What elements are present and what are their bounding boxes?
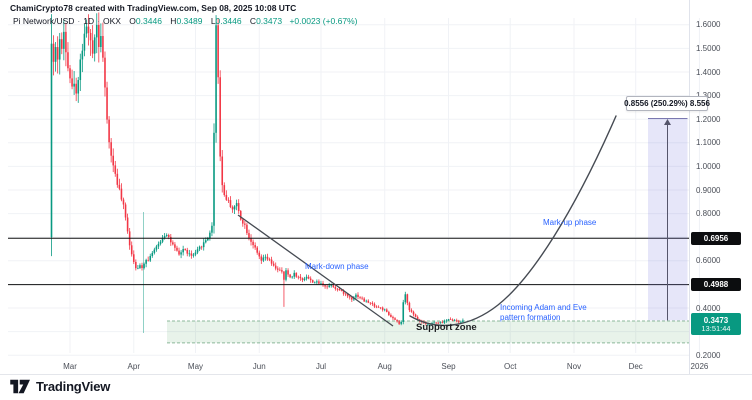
- ohlc-high-value: 0.3489: [176, 16, 203, 26]
- tradingview-logo-text: TradingView: [36, 379, 111, 394]
- candlesticks[interactable]: [50, 12, 464, 326]
- price-axis[interactable]: 1.6000 1.5000 1.4000 1.3000 1.2000 1.1000 1.00…: [689, 0, 752, 374]
- price-level-label: 0.4988: [691, 278, 741, 292]
- symbol-legend[interactable]: Pi Network/USD · 1D · OKX O0.3446 H0.3489 L0…: [13, 16, 358, 26]
- time-axis-label: 2026: [690, 362, 709, 371]
- symbol-name[interactable]: Pi Network/USD: [13, 16, 75, 26]
- tradingview-logo-icon: [10, 379, 30, 394]
- ohlc-open-value: 0.3446: [135, 16, 162, 26]
- bar-countdown: 13:51:44: [701, 323, 731, 333]
- ohlc-close-value: 0.3473: [256, 16, 283, 26]
- gridlines: [8, 18, 700, 356]
- time-axis-label: Nov: [566, 362, 582, 371]
- annotation-markup-phase[interactable]: Mark-up phase: [543, 218, 597, 227]
- price-tick-label: 1.3000: [696, 91, 721, 101]
- time-axis[interactable]: Mar Apr May Jun Jul Aug Sep Oct Nov Dec 2026: [0, 354, 752, 374]
- tradingview-logo[interactable]: TradingView: [10, 379, 110, 394]
- time-axis-label: Dec: [628, 362, 643, 371]
- ohlc-low-key: L: [210, 16, 216, 26]
- price-tick-label: 0.9000: [696, 185, 721, 195]
- price-tick-label: 1.2000: [696, 114, 721, 124]
- time-axis-label: Aug: [377, 362, 392, 371]
- chart-credit-line: ChamiCrypto78 created with TradingView.c…: [10, 3, 297, 13]
- last-price-label: 0.3473 13:51:44: [691, 313, 741, 336]
- time-axis-label: Jul: [315, 362, 327, 371]
- price-tick-label: 1.4000: [696, 67, 721, 77]
- price-tick-label: 0.6000: [696, 256, 721, 266]
- ohlc-open-key: O: [129, 16, 136, 26]
- price-tick-label: 1.5000: [696, 43, 721, 53]
- exchange-label[interactable]: OKX: [102, 16, 121, 26]
- markup-projection-curve[interactable]: [409, 115, 617, 327]
- price-tick-label: 0.4000: [696, 303, 721, 313]
- time-axis-label: Mar: [63, 362, 77, 371]
- price-range-measure-label[interactable]: 0.8556 (250.29%) 8.556: [624, 96, 710, 111]
- time-axis-label: May: [187, 362, 204, 371]
- last-price-value: 0.3473: [703, 315, 729, 325]
- price-tick-label: 1.0000: [696, 161, 721, 171]
- annotation-incoming-pattern[interactable]: Incoming Adam and Eve pattern formation: [500, 303, 587, 322]
- price-tick-label: 0.2000: [696, 350, 721, 360]
- time-axis-label: Oct: [503, 362, 517, 371]
- price-tick-label: 1.6000: [696, 20, 721, 30]
- time-axis-label: Sep: [441, 362, 456, 371]
- time-axis-label: Jun: [252, 362, 266, 371]
- annotation-support-zone[interactable]: Support zone: [416, 322, 477, 333]
- chart-bottom-border: [0, 374, 752, 375]
- annotation-markdown-phase[interactable]: Mark-down phase: [305, 262, 369, 271]
- price-level-label: 0.6956: [691, 231, 741, 245]
- support-zone-drawing[interactable]: [167, 320, 689, 344]
- markdown-trendline[interactable]: [237, 214, 394, 327]
- ohlc-close-key: C: [249, 16, 257, 26]
- price-tick-label: 0.8000: [696, 209, 721, 219]
- time-axis-label: Apr: [127, 362, 140, 371]
- ohlc-high-key: H: [170, 16, 177, 26]
- price-tick-label: 1.1000: [696, 138, 721, 148]
- price-range-tool[interactable]: [648, 118, 688, 321]
- ohlc-low-value: 0.3446: [215, 16, 242, 26]
- change-value: +0.0023 (+0.67%): [289, 16, 358, 26]
- interval-label[interactable]: 1D: [83, 16, 95, 26]
